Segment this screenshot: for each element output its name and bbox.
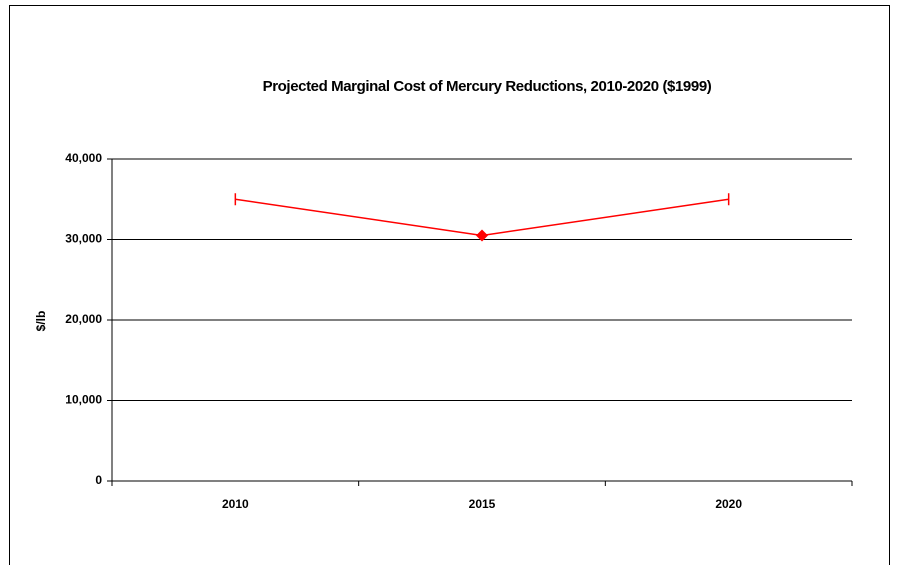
x-tick-label: 2015 bbox=[469, 497, 496, 511]
x-tick-label: 2020 bbox=[715, 497, 742, 511]
data-marker bbox=[476, 229, 488, 242]
chart-title: Projected Marginal Cost of Mercury Reduc… bbox=[263, 78, 712, 95]
y-tick-label: 40,000 bbox=[65, 151, 102, 165]
y-tick-label: 20,000 bbox=[65, 312, 102, 326]
y-tick-label: 0 bbox=[95, 473, 102, 487]
y-tick-label: 10,000 bbox=[65, 393, 102, 407]
y-tick-label: 30,000 bbox=[65, 232, 102, 246]
chart-frame bbox=[9, 5, 890, 565]
x-tick-label: 2010 bbox=[222, 497, 249, 511]
y-axis-label: $/lb bbox=[34, 311, 48, 332]
